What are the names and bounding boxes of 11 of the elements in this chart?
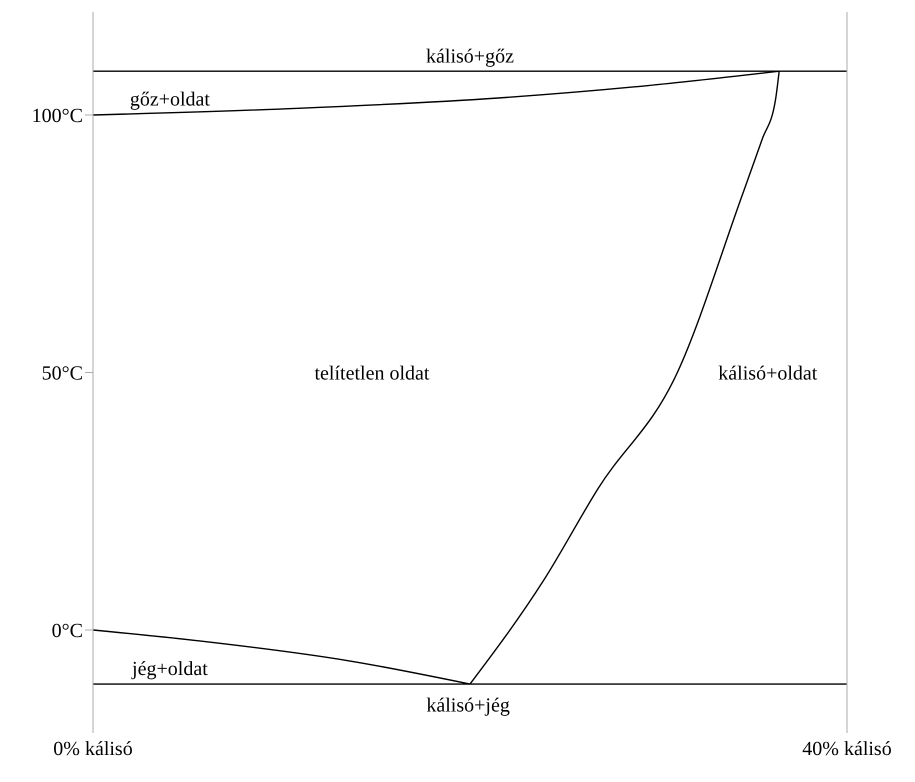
y-tick-label: 0°C <box>52 620 83 642</box>
annotation: kálisó+gőz <box>426 45 514 68</box>
x-tick-label: 0% kálisó <box>53 738 133 760</box>
annotation: gőz+oldat <box>130 88 210 111</box>
annotation: kálisó+oldat <box>718 362 818 385</box>
y-tick-label: 50°C <box>42 362 83 385</box>
annotation: telítetlen oldat <box>314 362 430 385</box>
y-tick-label: 100°C <box>32 105 83 128</box>
annotation: jég+oldat <box>131 658 208 680</box>
x-tick-label: 40% kálisó <box>802 738 892 760</box>
annotation: kálisó+jég <box>426 694 510 716</box>
